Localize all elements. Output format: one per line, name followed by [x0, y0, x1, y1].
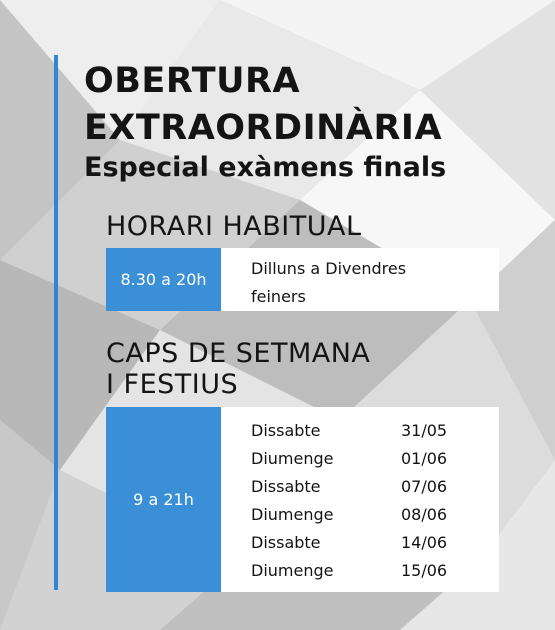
regular-days: Dilluns a Divendres feiners: [251, 255, 481, 311]
regular-days-line-2: feiners: [251, 287, 306, 306]
subtitle: Especial exàmens finals: [84, 152, 447, 183]
date-value: 01/06: [401, 449, 448, 468]
weekends-heading: CAPS DE SETMANA I FESTIUS: [106, 338, 370, 400]
list-item: Diumenge 15/06: [251, 557, 491, 585]
list-item: Dissabte 14/06: [251, 529, 491, 557]
date-day: Dissabte: [251, 421, 321, 440]
title-line-1: OBERTURA: [84, 61, 301, 101]
regular-days-line-1: Dilluns a Divendres: [251, 259, 407, 278]
date-day: Dissabte: [251, 533, 321, 552]
date-day: Diumenge: [251, 449, 334, 468]
weekend-dates-list: Dissabte 31/05 Diumenge 01/06 Dissabte 0…: [251, 417, 491, 585]
list-item: Diumenge 08/06: [251, 501, 491, 529]
list-item: Dissabte 07/06: [251, 473, 491, 501]
weekends-heading-line-2: I FESTIUS: [106, 369, 239, 400]
date-value: 07/06: [401, 477, 448, 496]
weekends-panel: 9 a 21h Dissabte 31/05 Diumenge 01/06 Di…: [106, 407, 499, 592]
weekends-hours-badge: 9 a 21h: [106, 407, 221, 592]
title-line-2: EXTRAORDINÀRIA: [84, 108, 443, 148]
regular-hours-panel: 8.30 a 20h Dilluns a Divendres feiners: [106, 248, 499, 311]
date-day: Diumenge: [251, 561, 334, 580]
regular-hours-badge: 8.30 a 20h: [106, 248, 221, 311]
regular-hours-heading: HORARI HABITUAL: [106, 211, 362, 242]
accent-bar: [54, 55, 58, 590]
list-item: Diumenge 01/06: [251, 445, 491, 473]
date-value: 15/06: [401, 561, 448, 580]
list-item: Dissabte 31/05: [251, 417, 491, 445]
date-day: Diumenge: [251, 505, 334, 524]
weekends-heading-line-1: CAPS DE SETMANA: [106, 338, 371, 369]
date-value: 08/06: [401, 505, 448, 524]
date-value: 31/05: [401, 421, 448, 440]
date-value: 14/06: [401, 533, 448, 552]
date-day: Dissabte: [251, 477, 321, 496]
